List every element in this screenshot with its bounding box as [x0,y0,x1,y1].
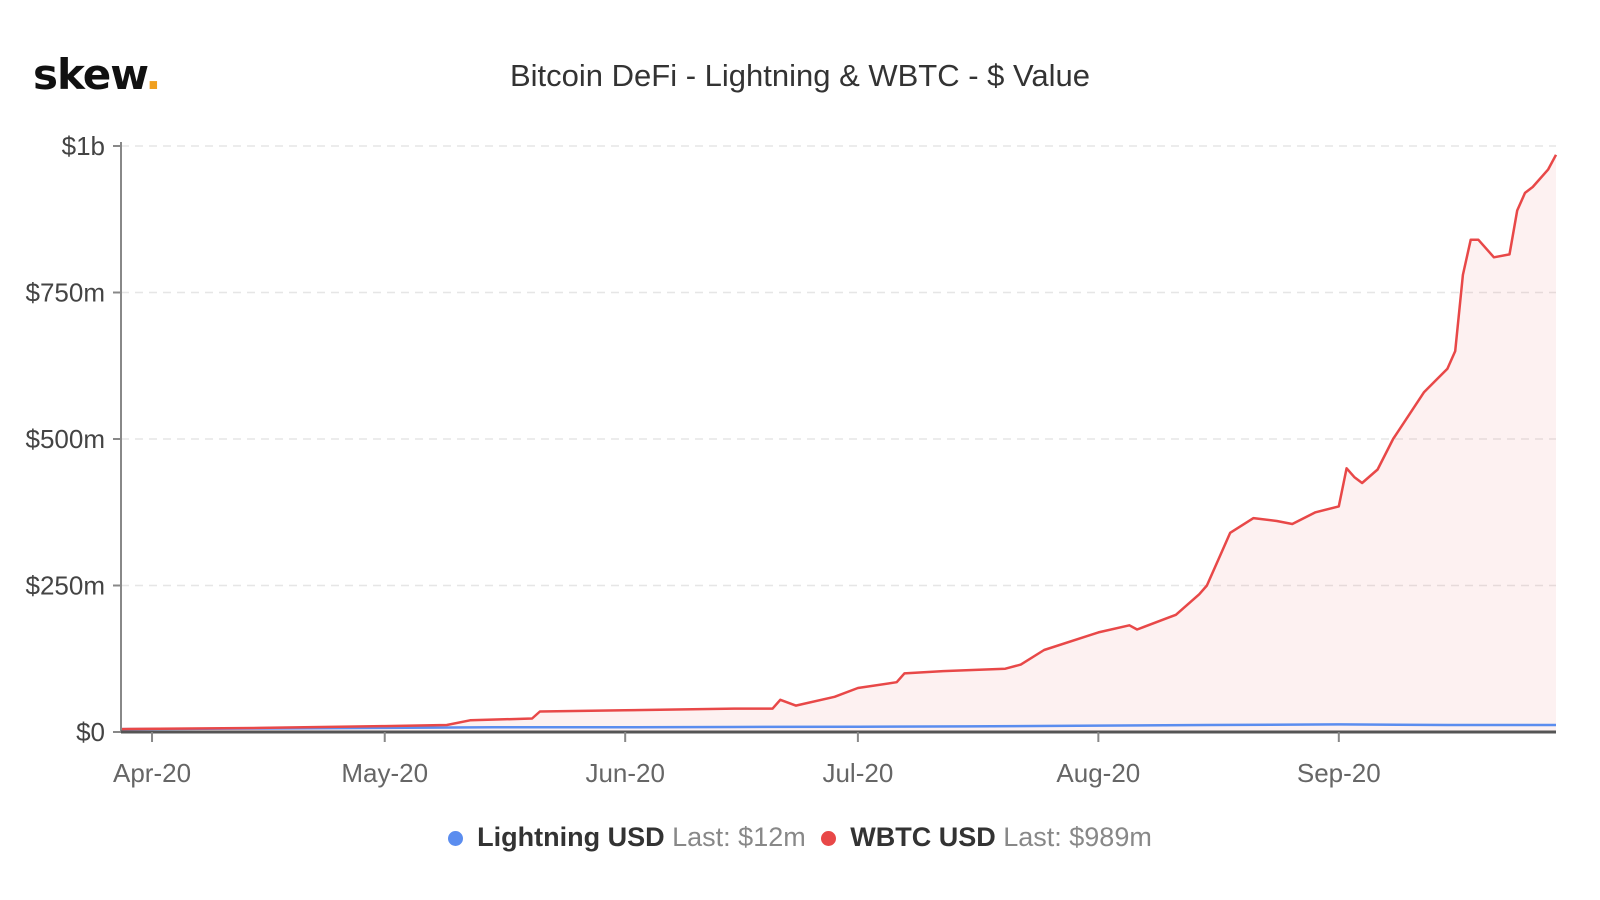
series-lines [120,154,1558,731]
x-tick-label: Jul-20 [822,758,893,788]
chart-title: Bitcoin DeFi - Lightning & WBTC - $ Valu… [509,58,1091,93]
lightning-legend-marker [448,831,464,847]
x-tick-label: Sep-20 [1297,758,1381,788]
wbtc-usd-line [120,154,1558,731]
logo-dot: . [145,50,161,99]
legend-item-lightning[interactable]: Lightning USD Last: $12m [448,822,806,853]
lightning-usd-line [120,723,1556,731]
axes: $0 $250m $500m $750m $1b Apr-20 May-20 Jun-20 Ju… [26,131,1556,788]
y-tick-label: $0 [76,717,105,747]
y-tick-label: $500m [26,424,106,454]
gridlines [121,145,1556,587]
wbtc-usd-area [121,154,1556,733]
legend-name-wbtc: WBTC USD [850,822,996,852]
logo-text: skew [33,50,146,99]
legend-name-lightning: Lightning USD [477,822,665,852]
legend: Lightning USD Last: $12m WBTC USD Last: … [0,822,1600,853]
area-fills [121,154,1556,733]
y-tick-label: $250m [26,571,106,601]
legend-last-lightning: Last: $12m [672,822,806,852]
x-tick-label: May-20 [341,758,428,788]
y-tick-label: $1b [62,131,105,161]
legend-item-wbtc[interactable]: WBTC USD Last: $989m [821,822,1152,853]
x-tick-label: Apr-20 [113,758,191,788]
wbtc-legend-marker [821,831,837,847]
x-tick-label: Aug-20 [1056,758,1140,788]
x-tick-label: Jun-20 [585,758,665,788]
skew-logo: skew. [33,50,161,99]
y-tick-label: $750m [26,278,106,308]
legend-last-wbtc: Last: $989m [1003,822,1152,852]
